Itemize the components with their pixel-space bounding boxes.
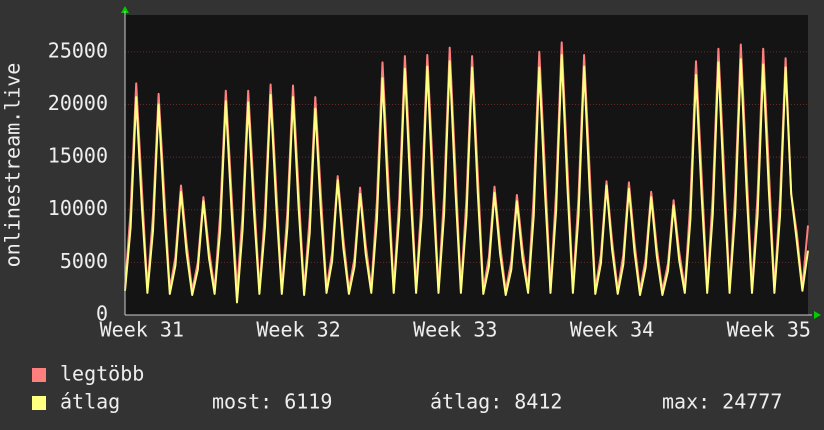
legend-label: átlag	[60, 390, 120, 414]
stat-value: 6119	[284, 390, 332, 414]
stat-label: most:	[212, 390, 272, 414]
stat-label: átlag:	[430, 390, 502, 414]
x-tick-label: Week 33	[413, 318, 497, 342]
axis-arrow	[121, 6, 129, 13]
x-tick-label: Week 31	[100, 318, 184, 342]
stat-label: max:	[662, 390, 710, 414]
y-tick-label: 5000	[60, 249, 108, 273]
y-axis-title: onlinestream.live	[1, 63, 25, 268]
stat-value: 24777	[722, 390, 782, 414]
y-tick-label: 15000	[48, 144, 108, 168]
stat-value: 8412	[514, 390, 562, 414]
y-tick-label: 20000	[48, 91, 108, 115]
x-tick-label: Week 32	[256, 318, 340, 342]
legend-swatch	[32, 396, 46, 410]
legend-label: legtöbb	[60, 362, 144, 386]
y-tick-label: 10000	[48, 196, 108, 220]
series-line	[124, 54, 809, 304]
x-tick-label: Week 35	[727, 318, 811, 342]
legend-swatch	[32, 368, 46, 382]
axis-arrow	[814, 311, 821, 319]
y-tick-label: 25000	[48, 38, 108, 62]
y-tick-label: 0	[96, 302, 108, 326]
x-tick-label: Week 34	[570, 318, 654, 342]
